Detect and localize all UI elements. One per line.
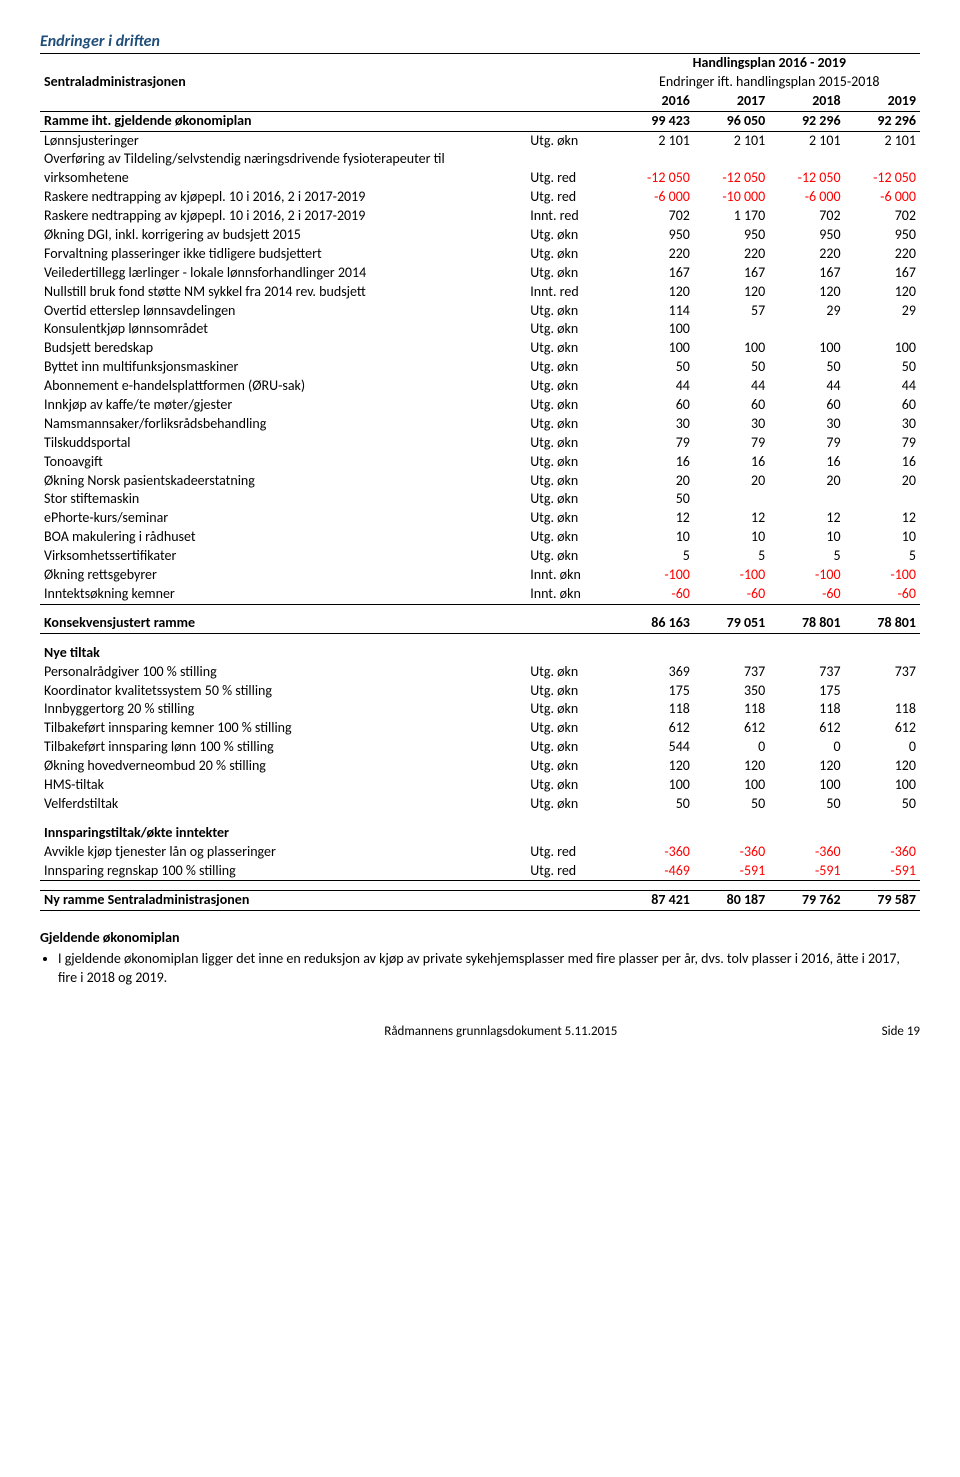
row-label: Koordinator kvalitetssystem 50 % stillin… xyxy=(40,682,526,701)
row-label: HMS-tiltak xyxy=(40,776,526,795)
row-label: Namsmannsaker/forliksrådsbehandling xyxy=(40,415,526,434)
row-type: Utg. red xyxy=(526,843,618,862)
row-label: Nullstill bruk fond støtte NM sykkel fra… xyxy=(40,283,526,302)
row-label: Velferdstiltak xyxy=(40,795,526,814)
row-type: Utg. økn xyxy=(526,415,618,434)
ny-ramme-label: Ny ramme Sentraladministrasjonen xyxy=(40,891,526,911)
row-type: Utg. økn xyxy=(526,358,618,377)
row-type: Innt. red xyxy=(526,207,618,226)
row-type: Utg. økn xyxy=(526,490,618,509)
row-type: Innt. red xyxy=(526,283,618,302)
row-label: Økning DGI, inkl. korrigering av budsjet… xyxy=(40,226,526,245)
row-type: Utg. red xyxy=(526,862,618,881)
row-label: Veiledertillegg lærlinger - lokale lønns… xyxy=(40,264,526,283)
row-type: Utg. økn xyxy=(526,663,618,682)
header-year-1: 2017 xyxy=(694,92,769,111)
innsparing-header: Innsparingstiltak/økte inntekter xyxy=(40,824,526,843)
row-label: Raskere nedtrapping av kjøpepl. 10 i 201… xyxy=(40,207,526,226)
row-type: Utg. økn xyxy=(526,226,618,245)
row-label: Byttet inn multifunksjonsmaskiner xyxy=(40,358,526,377)
row-type: Utg. økn xyxy=(526,528,618,547)
row-type: Utg. økn xyxy=(526,302,618,321)
row-label: Økning rettsgebyrer xyxy=(40,566,526,585)
row-label: Personalrådgiver 100 % stilling xyxy=(40,663,526,682)
row-type: Utg. økn xyxy=(526,453,618,472)
body-heading: Gjeldende økonomiplan xyxy=(40,929,920,948)
body-bullet: I gjeldende økonomiplan ligger det inne … xyxy=(58,950,920,988)
row-label: Lønnsjusteringer xyxy=(40,131,526,150)
row-type: Utg. økn xyxy=(526,396,618,415)
row-type: Utg. økn xyxy=(526,700,618,719)
row-label: Tilskuddsportal xyxy=(40,434,526,453)
row-type: Utg. økn xyxy=(526,320,618,339)
budget-table: Sentraladministrasjonen Handlingsplan 201… xyxy=(40,53,920,911)
section-title: Endringer i driften xyxy=(40,32,920,51)
row-type: Utg. økn xyxy=(526,377,618,396)
row-type: Utg. økn xyxy=(526,795,618,814)
row-label: Tonoavgift xyxy=(40,453,526,472)
row-type: Utg. økn xyxy=(526,757,618,776)
header-year-3: 2019 xyxy=(845,92,920,111)
row-type: Utg. økn xyxy=(526,776,618,795)
row-label: Innkjøp av kaffe/te møter/gjester xyxy=(40,396,526,415)
header-year-2: 2018 xyxy=(769,92,844,111)
ramme-label: Ramme iht. gjeldende økonomiplan xyxy=(40,111,526,131)
nye-tiltak-header: Nye tiltak xyxy=(40,644,526,663)
row-label: Stor stiftemaskin xyxy=(40,490,526,509)
row-type: Utg. økn xyxy=(526,682,618,701)
row-type: Utg. økn xyxy=(526,509,618,528)
row-label: Økning Norsk pasientskadeerstatning xyxy=(40,472,526,491)
konsekvens-label: Konsekvensjustert ramme xyxy=(40,614,526,633)
row-type: Utg. økn xyxy=(526,738,618,757)
row-type: Utg. økn xyxy=(526,245,618,264)
header-plan-title: Handlingsplan 2016 - 2019 xyxy=(619,54,920,73)
row-label: Tilbakeført innsparing lønn 100 % stilli… xyxy=(40,738,526,757)
row-label: Overføring av Tildeling/selvstendig næri… xyxy=(40,150,526,188)
row-type: Utg. økn xyxy=(526,472,618,491)
row-type: Utg. økn xyxy=(526,547,618,566)
row-type: Utg. red xyxy=(526,188,618,207)
footer-page: Side 19 xyxy=(882,1024,920,1039)
row-label: Innbyggertorg 20 % stilling xyxy=(40,700,526,719)
header-org: Sentraladministrasjonen xyxy=(40,54,526,92)
row-type: Utg. økn xyxy=(526,131,618,150)
row-label: Raskere nedtrapping av kjøpepl. 10 i 201… xyxy=(40,188,526,207)
row-type: Utg. økn xyxy=(526,264,618,283)
row-label: Budsjett beredskap xyxy=(40,339,526,358)
row-type: Innt. økn xyxy=(526,566,618,585)
row-type: Utg. økn xyxy=(526,719,618,738)
row-type: Innt. økn xyxy=(526,585,618,604)
row-label: ePhorte-kurs/seminar xyxy=(40,509,526,528)
row-label: BOA makulering i rådhuset xyxy=(40,528,526,547)
row-label: Økning hovedverneombud 20 % stilling xyxy=(40,757,526,776)
row-label: Tilbakeført innsparing kemner 100 % stil… xyxy=(40,719,526,738)
row-type: Utg. økn xyxy=(526,434,618,453)
row-label: Inntektsøkning kemner xyxy=(40,585,526,604)
page-footer: Rådmannens grunnlagsdokument 5.11.2015 S… xyxy=(40,1024,920,1039)
row-label: Virksomhetssertifikater xyxy=(40,547,526,566)
row-label: Avvikle kjøp tjenester lån og plassering… xyxy=(40,843,526,862)
body-text: Gjeldende økonomiplan I gjeldende økonom… xyxy=(40,929,920,988)
row-label: Konsulentkjøp lønnsområdet xyxy=(40,320,526,339)
row-label: Abonnement e-handelsplattformen (ØRU-sak… xyxy=(40,377,526,396)
header-year-0: 2016 xyxy=(619,92,694,111)
row-label: Overtid etterslep lønnsavdelingen xyxy=(40,302,526,321)
row-label: Forvaltning plasseringer ikke tidligere … xyxy=(40,245,526,264)
row-type: Utg. økn xyxy=(526,339,618,358)
row-type: Utg. red xyxy=(526,150,618,188)
footer-center: Rådmannens grunnlagsdokument 5.11.2015 xyxy=(120,1024,882,1039)
header-plan-sub: Endringer ift. handlingsplan 2015-2018 xyxy=(619,73,920,92)
row-label: Innsparing regnskap 100 % stilling xyxy=(40,862,526,881)
